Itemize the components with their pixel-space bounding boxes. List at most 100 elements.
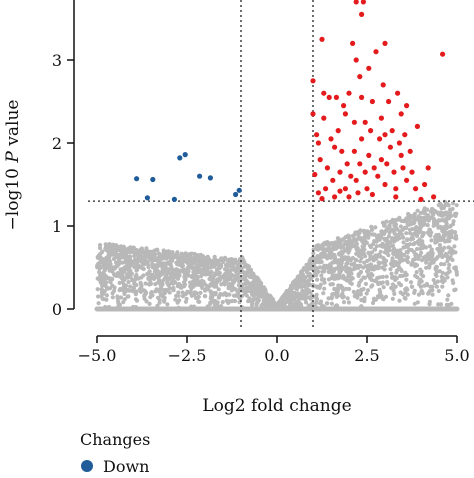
nonsignificant-point [446, 270, 451, 275]
nonsignificant-point [433, 240, 438, 245]
nonsignificant-point [350, 276, 355, 281]
nonsignificant-point [184, 271, 189, 276]
nonsignificant-point [318, 299, 324, 304]
nonsignificant-point [199, 256, 205, 261]
nonsignificant-point [397, 298, 402, 303]
nonsignificant-point [447, 230, 452, 235]
point-up [360, 0, 366, 5]
nonsignificant-point [181, 268, 186, 273]
nonsignificant-point [436, 211, 441, 216]
nonsignificant-point [138, 289, 144, 294]
nonsignificant-point [226, 283, 231, 288]
nonsignificant-point [179, 264, 184, 269]
nonsignificant-point [265, 296, 270, 302]
nonsignificant-point [445, 275, 450, 280]
point-up [337, 188, 343, 194]
nonsignificant-point [335, 294, 340, 299]
nonsignificant-point [171, 275, 176, 281]
nonsignificant-point [378, 249, 383, 254]
point-down [236, 187, 242, 193]
nonsignificant-point [227, 268, 232, 273]
point-up [337, 169, 343, 175]
nonsignificant-point [217, 276, 222, 281]
nonsignificant-point [295, 274, 300, 279]
nonsignificant-point [345, 268, 350, 273]
nonsignificant-point [162, 299, 167, 304]
nonsignificant-point [384, 274, 389, 279]
nonsignificant-point [156, 251, 161, 256]
nonsignificant-point [434, 273, 439, 278]
y-axis-label: −log10 P value [3, 100, 23, 231]
nonsignificant-point [326, 296, 331, 301]
point-up [431, 194, 437, 200]
nonsignificant-point [281, 293, 287, 298]
nonsignificant-point [446, 245, 451, 250]
nonsignificant-point [454, 236, 459, 241]
nonsignificant-point [256, 298, 261, 303]
nonsignificant-point [111, 256, 116, 262]
nonsignificant-point [453, 250, 458, 255]
nonsignificant-point [381, 285, 386, 290]
nonsignificant-point [382, 250, 387, 255]
nonsignificant-point [322, 242, 327, 247]
nonsignificant-point [282, 301, 287, 306]
nonsignificant-point [416, 292, 421, 297]
point-up [369, 191, 375, 198]
point-up [353, 57, 359, 63]
nonsignificant-point [396, 281, 402, 286]
nonsignificant-point [222, 267, 228, 272]
nonsignificant-point [418, 210, 423, 216]
point-up [346, 194, 352, 200]
x-tick-label: 0.0 [264, 346, 289, 365]
nonsignificant-point [452, 230, 457, 235]
nonsignificant-point [446, 293, 451, 298]
nonsignificant-point [98, 265, 103, 270]
point-up [359, 11, 365, 17]
nonsignificant-point [333, 304, 338, 309]
nonsignificant-point [407, 227, 413, 232]
nonsignificant-point [144, 246, 149, 251]
nonsignificant-point [384, 258, 389, 263]
nonsignificant-point [326, 277, 331, 282]
nonsignificant-point [411, 249, 417, 255]
nonsignificant-point [383, 294, 389, 299]
nonsignificant-point [338, 267, 343, 273]
point-up [359, 136, 365, 142]
nonsignificant-point [372, 264, 377, 269]
nonsignificant-point [141, 256, 146, 261]
nonsignificant-point [129, 271, 134, 276]
nonsignificant-point [120, 275, 125, 280]
nonsignificant-point [109, 276, 114, 281]
point-up [389, 128, 395, 134]
axes: 0 1 2 3 −5.0 −2.5 0.0 2.5 5.0 [52, 0, 470, 365]
nonsignificant-point [246, 266, 251, 271]
nonsignificant-point [177, 272, 182, 278]
nonsignificant-point [251, 275, 256, 280]
point-up [324, 165, 330, 171]
point-up [377, 136, 383, 142]
nonsignificant-point [448, 256, 453, 261]
point-up [359, 94, 365, 100]
nonsignificant-point [367, 275, 372, 280]
nonsignificant-point [198, 290, 203, 295]
nonsignificant-point [447, 238, 452, 244]
nonsignificant-point [346, 274, 351, 279]
legend-label-down: Down [103, 457, 149, 474]
nonsignificant-point [316, 243, 321, 248]
nonsignificant-point [424, 265, 429, 270]
nonsignificant-point [408, 280, 414, 285]
nonsignificant-point [124, 254, 129, 259]
point-up [353, 0, 359, 5]
nonsignificant-point [158, 280, 164, 285]
point-up [418, 196, 424, 202]
nonsignificant-point [377, 280, 382, 285]
nonsignificant-point [434, 234, 439, 240]
nonsignificant-point [347, 237, 352, 242]
nonsignificant-point [425, 217, 431, 222]
nonsignificant-point [410, 284, 415, 289]
nonsignificant-point [384, 219, 389, 224]
nonsignificant-point [379, 243, 384, 248]
nonsignificant-point [335, 240, 340, 245]
x-tick-label: 5.0 [444, 346, 469, 365]
nonsignificant-point [395, 227, 400, 232]
